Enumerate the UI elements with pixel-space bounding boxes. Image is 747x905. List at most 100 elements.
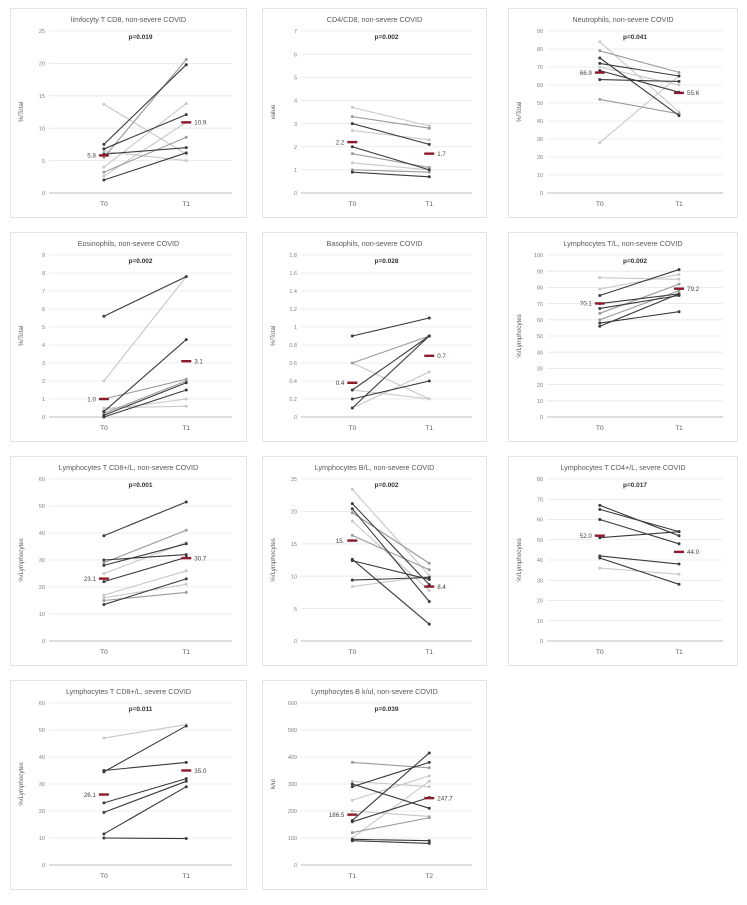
- data-point: [677, 282, 681, 286]
- data-point: [427, 561, 431, 565]
- data-point: [677, 582, 681, 586]
- mean-label: 8.4: [437, 584, 446, 591]
- y-tick-label: 20: [537, 155, 543, 161]
- line-chart: Lymphocytes T CD4+/L, severe COVID 0 10 20 3…: [516, 463, 723, 656]
- data-point: [184, 102, 188, 106]
- data-point: [427, 316, 431, 320]
- data-point: [184, 590, 188, 594]
- data-point: [350, 578, 354, 582]
- y-axis-label: %/Lymphocytes: [516, 538, 523, 581]
- y-tick-label: 40: [537, 558, 543, 564]
- data-point: [427, 168, 431, 172]
- series-line: [103, 121, 187, 177]
- series-line: [599, 277, 680, 280]
- data-point: [350, 168, 354, 172]
- series-line: [351, 512, 430, 564]
- y-tick-label: 70: [537, 497, 543, 503]
- y-axis-label: k/ul: [270, 779, 277, 789]
- data-point: [102, 563, 106, 567]
- series-line: [352, 380, 430, 400]
- mean-label: 0.7: [437, 353, 446, 360]
- data-point: [598, 321, 602, 325]
- chart-panel: Basophils, non-severe COVID 0 0.2 0.4 0.6 0.8…: [262, 232, 487, 442]
- data-point: [184, 553, 188, 557]
- data-point: [427, 568, 431, 572]
- series-line: [103, 724, 187, 739]
- series-line: [103, 786, 187, 835]
- data-point: [598, 287, 602, 291]
- chart-title: CD4/CD8, non-severe COVID: [327, 15, 422, 24]
- series-line: [599, 293, 680, 305]
- p-value-annotation: p=0.019: [128, 34, 152, 41]
- line-chart: Lymphocytes B k/ul, non-severe COVID 0 100…: [270, 687, 472, 880]
- y-tick-label: 0: [42, 863, 45, 869]
- data-point: [598, 65, 602, 69]
- mean-label: 1.7: [437, 151, 446, 158]
- y-tick-label: 40: [39, 531, 45, 537]
- data-point: [598, 556, 602, 560]
- y-tick-label: 0: [42, 415, 45, 421]
- y-tick-label: 0: [42, 191, 45, 197]
- chart-title: Basophils, non-severe COVID: [327, 239, 423, 248]
- mean-label: 70.1: [580, 301, 593, 308]
- data-point: [598, 97, 602, 101]
- data-point: [427, 170, 431, 174]
- y-tick-label: 1: [294, 325, 297, 331]
- data-point: [350, 831, 354, 835]
- data-point: [350, 785, 354, 789]
- y-tick-label: 1.8: [289, 253, 297, 259]
- chart-title: Lymphocytes B k/ul, non-severe COVID: [311, 687, 438, 696]
- y-axis-label: value: [270, 104, 277, 119]
- y-tick-label: 7: [42, 289, 45, 295]
- mean-label: 79.2: [687, 286, 700, 293]
- y-tick-label: 0.6: [289, 361, 297, 367]
- y-axis-label: %/Lymphocytes: [18, 762, 25, 805]
- mean-label: 5.8: [87, 153, 96, 160]
- data-point: [184, 151, 188, 155]
- series-line: [599, 75, 680, 144]
- data-point: [427, 816, 431, 820]
- series-line: [103, 64, 187, 145]
- data-point: [677, 272, 681, 276]
- data-point: [677, 114, 681, 118]
- y-tick-label: 5: [294, 607, 297, 613]
- y-tick-label: 0: [294, 191, 297, 197]
- x-tick-label: T1: [425, 649, 433, 656]
- y-tick-label: 15: [39, 94, 45, 100]
- data-point: [350, 839, 354, 843]
- series-line: [599, 293, 680, 327]
- y-tick-label: 2: [294, 145, 297, 151]
- series-line: [103, 378, 187, 400]
- y-tick-label: 6: [294, 52, 297, 58]
- series-line: [103, 725, 187, 773]
- data-point: [677, 277, 681, 281]
- series-line: [352, 162, 430, 171]
- x-tick-label: T1: [425, 425, 433, 432]
- series-line: [599, 273, 680, 290]
- data-point: [102, 810, 106, 814]
- y-tick-label: 15: [291, 542, 297, 548]
- mean-label: 186.5: [329, 812, 345, 819]
- p-value-annotation: p=0.001: [128, 482, 152, 489]
- data-point: [427, 766, 431, 770]
- series-line: [352, 840, 430, 844]
- data-point: [102, 165, 106, 169]
- series-line: [103, 591, 187, 602]
- y-tick-label: 40: [537, 350, 543, 356]
- series-line: [352, 153, 430, 169]
- series-line: [599, 50, 680, 73]
- data-point: [350, 760, 354, 764]
- y-tick-label: 10: [39, 126, 45, 132]
- data-point: [598, 503, 602, 507]
- series-line: [599, 508, 680, 533]
- data-point: [350, 533, 354, 537]
- data-point: [102, 832, 106, 836]
- line-chart: Lymphocytes B/L, non-severe COVID 0 5 10 15 2…: [270, 463, 472, 656]
- series-line: [599, 57, 680, 117]
- series-line: [352, 810, 430, 817]
- y-tick-label: 5: [42, 325, 45, 331]
- series-line: [103, 103, 187, 168]
- x-tick-label: T1: [425, 201, 433, 208]
- y-tick-label: 400: [288, 755, 297, 761]
- series-line: [103, 276, 187, 382]
